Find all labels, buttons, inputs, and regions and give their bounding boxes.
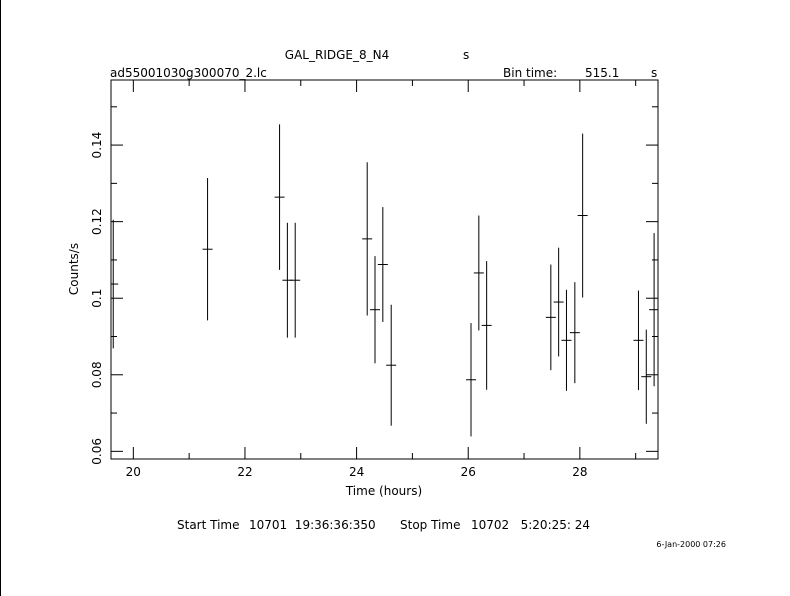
stop-time-value: 10702 5:20:25: 24 [471,518,590,532]
y-tick-label: 0.1 [90,289,104,308]
data-point [553,247,564,357]
data-point [202,178,213,321]
axis-tick-labels: 20 22 24 26 28 0.06 0.08 0.1 0.12 0.14 [90,132,587,479]
x-axis-label: Time (hours) [345,484,422,498]
x-tick-label: 28 [572,465,587,479]
data-point [633,290,644,391]
data-point [111,219,119,349]
data-point [473,215,484,331]
data-point [577,133,588,298]
x-tick-label: 26 [461,465,476,479]
y-tick-label: 0.06 [90,438,104,465]
data-point [561,289,572,391]
file-name: ad55001030g300070_2.lc [110,66,267,80]
stop-time-label: Stop Time [400,518,460,532]
data-point [466,323,477,437]
y-axis-label: Counts/s [67,243,81,295]
x-tick-label: 24 [349,465,364,479]
start-time-label: Start Time [177,518,240,532]
x-tick-label: 22 [237,465,252,479]
data-point [569,282,580,384]
data-point [641,329,652,424]
y-tick-label: 0.14 [90,132,104,159]
object-unit: s [463,48,469,62]
data-point [481,261,492,390]
data-points [111,124,658,437]
data-point [290,222,301,338]
bin-time-label: Bin time: [503,66,557,80]
date-stamp: 6-Jan-2000 07:26 [656,540,726,549]
data-point [386,304,397,426]
start-time-value: 10701 19:36:36:350 [249,518,376,532]
data-point [377,207,388,322]
x-tick-label: 20 [126,465,141,479]
y-tick-label: 0.12 [90,208,104,235]
data-point [370,256,381,364]
data-point [274,124,285,270]
data-point [545,264,556,371]
y-tick-label: 0.08 [90,361,104,388]
window-left-border [0,0,1,596]
data-point [649,233,658,387]
data-point [362,162,373,316]
bin-time-unit: s [651,66,657,80]
axis-ticks [111,80,658,459]
object-name: GAL_RIDGE_8_N4 [285,48,389,62]
plot-frame [110,79,659,460]
bin-time-value: 515.1 [585,66,619,80]
